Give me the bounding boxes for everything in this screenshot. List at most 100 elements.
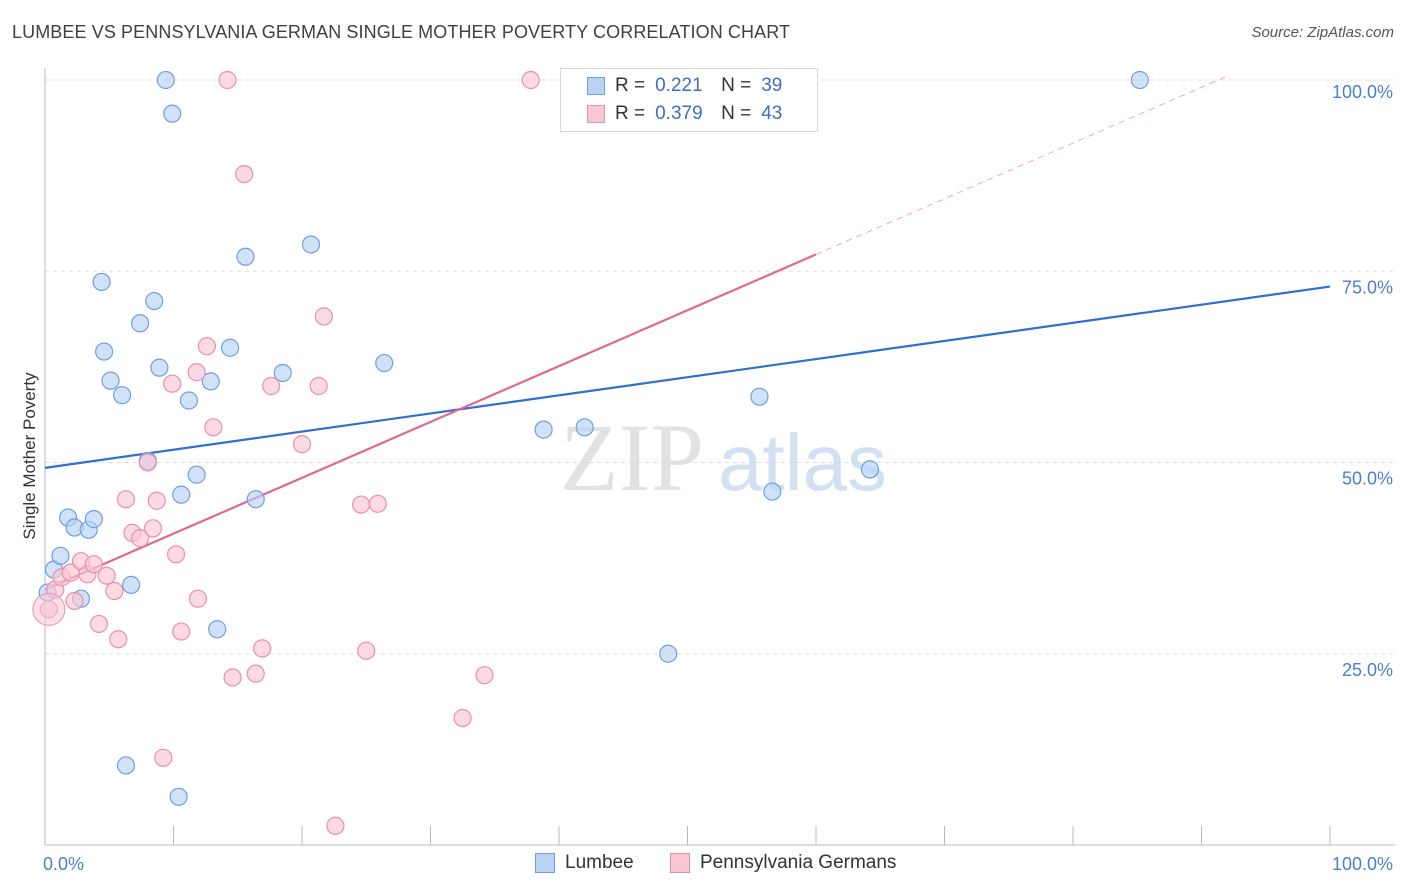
x-tick-label: 100.0% — [1332, 854, 1393, 874]
penn-point — [143, 519, 163, 538]
penn-point — [314, 307, 333, 326]
legend-n-value: 43 — [761, 103, 783, 124]
chart-title: LUMBEE VS PENNSYLVANIA GERMAN SINGLE MOT… — [12, 22, 791, 42]
lumbee-point — [169, 787, 188, 806]
source-label: Source: ZipAtlas.com — [1251, 24, 1394, 41]
penn-point — [172, 622, 191, 641]
lumbee-point — [121, 575, 141, 595]
penn-point — [475, 666, 494, 685]
x-tick-label: 0.0% — [43, 854, 84, 874]
legend-r-value: 0.379 — [655, 103, 703, 124]
penn-point — [130, 529, 150, 548]
penn-point — [154, 748, 173, 767]
lumbee-point — [375, 353, 394, 373]
lumbee-point — [301, 235, 321, 254]
penn-point — [116, 490, 136, 509]
legend-n-value: 39 — [761, 75, 783, 96]
penn-point — [235, 164, 254, 184]
lumbee-point — [95, 342, 114, 361]
lumbee-point — [130, 314, 150, 333]
lumbee-point — [112, 386, 132, 405]
series-legend-penn: Pennsylvania Germans — [670, 852, 896, 874]
lumbee-point — [246, 490, 265, 509]
legend-n-label: N = — [721, 75, 752, 96]
penn-point — [166, 545, 186, 564]
penn-point — [65, 591, 84, 611]
lumbee-point — [92, 272, 111, 292]
lumbee-trend-line — [44, 285, 1331, 469]
lumbee-point — [172, 485, 191, 504]
penn-point — [326, 816, 345, 835]
penn-point — [109, 630, 128, 649]
lumbee-point — [750, 387, 769, 406]
axes — [44, 68, 1395, 846]
penn-point — [97, 566, 116, 585]
stats-legend: R = 0.221 N = 39 R = 0.379 N = 43 — [560, 68, 818, 132]
y-tick-label: 75.0% — [1342, 277, 1393, 297]
penn-legend-swatch — [670, 853, 690, 873]
penn-point — [246, 664, 265, 683]
penn-swatch — [587, 105, 605, 123]
lumbee-point — [1130, 70, 1149, 90]
penn-trend-line — [44, 253, 817, 591]
trend-lines — [44, 75, 1331, 591]
data-points — [32, 70, 1149, 835]
lumbee-point — [145, 291, 164, 311]
penn-point — [357, 641, 376, 660]
penn-point — [84, 555, 103, 574]
penn-point — [309, 376, 328, 396]
lumbee-point — [860, 460, 880, 479]
penn-point — [138, 453, 157, 472]
lumbee-point — [51, 546, 70, 565]
lumbee-point — [763, 482, 782, 501]
series-legend-lumbee-label: Lumbee — [565, 852, 634, 873]
penn-point — [163, 374, 182, 393]
lumbee-point — [150, 358, 169, 377]
lumbee-point — [84, 510, 103, 529]
penn-point — [368, 494, 387, 513]
lumbee-point — [116, 756, 136, 775]
penn-trend-extension — [815, 75, 1228, 255]
penn-point — [262, 376, 281, 396]
penn-point — [105, 581, 124, 601]
lumbee-point — [201, 372, 220, 391]
penn-point — [89, 614, 109, 634]
lumbee-point — [208, 620, 227, 639]
y-axis-label: Single Mother Poverty — [20, 372, 39, 540]
y-tick-label: 25.0% — [1342, 660, 1393, 680]
lumbee-point — [187, 465, 206, 484]
penn-point — [188, 589, 208, 608]
penn-point — [147, 491, 166, 510]
penn-point — [453, 708, 472, 728]
lumbee-point — [575, 418, 594, 437]
lumbee-point — [163, 104, 182, 123]
legend-r-label: R = — [615, 103, 646, 124]
y-tick-label: 50.0% — [1342, 469, 1393, 489]
legend-r-label: R = — [615, 75, 646, 96]
penn-point-cluster — [32, 592, 66, 626]
watermark: ZIP atlas — [560, 404, 887, 511]
lumbee-point — [220, 338, 240, 357]
tick-labels: 25.0% 50.0% 75.0% 100.0% 0.0% 100.0% — [43, 82, 1393, 874]
penn-point — [204, 418, 223, 437]
penn-point — [218, 70, 237, 90]
lumbee-swatch — [587, 77, 605, 95]
legend-row-penn: R = 0.379 N = 43 — [587, 101, 782, 127]
watermark-atlas: atlas — [718, 418, 887, 507]
penn-point — [223, 668, 242, 687]
penn-point — [521, 70, 540, 90]
penn-point — [253, 639, 272, 658]
series-legend-lumbee: Lumbee — [535, 852, 634, 874]
lumbee-point — [273, 363, 292, 383]
lumbee-point — [156, 70, 175, 90]
lumbee-point — [534, 420, 553, 439]
series-legend: Lumbee Pennsylvania Germans — [0, 852, 1406, 878]
lumbee-point — [101, 371, 120, 390]
penn-point — [352, 495, 371, 514]
legend-n-label: N = — [721, 103, 752, 124]
penn-point — [197, 337, 217, 356]
lumbee-point — [236, 247, 255, 266]
lumbee-point — [659, 644, 678, 663]
penn-point — [292, 435, 312, 454]
